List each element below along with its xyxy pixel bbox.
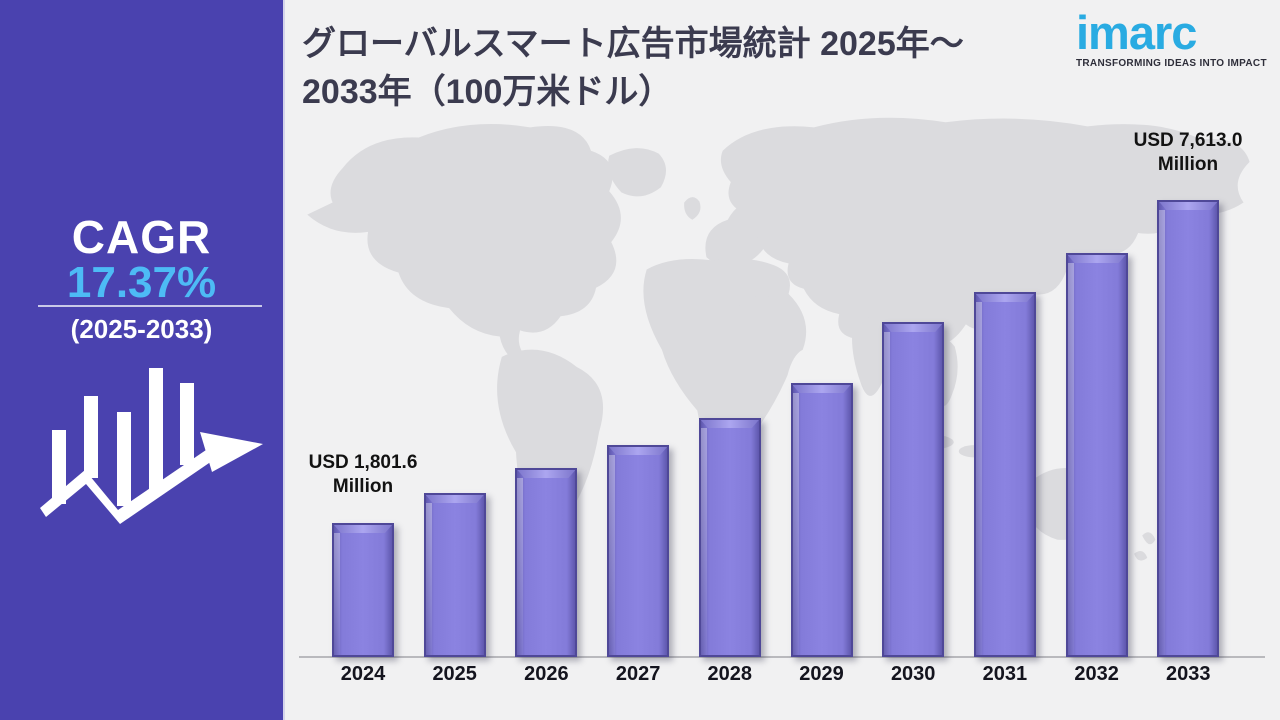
divider bbox=[38, 305, 262, 307]
x-axis-label-2031: 2031 bbox=[982, 663, 1028, 685]
bar-2033 bbox=[1157, 200, 1220, 657]
cagr-sidebar: CAGR 17.37% (2025-2033) bbox=[0, 0, 285, 720]
page-title: グローバルスマート広告市場統計 2025年～ 2033年（100万米ドル） bbox=[302, 20, 1072, 117]
cagr-period: (2025-2033) bbox=[70, 314, 213, 344]
bar-2024 bbox=[332, 523, 394, 657]
title-line-2: 2033年（100万米ドル） bbox=[302, 73, 673, 112]
bar-2029 bbox=[790, 383, 853, 657]
imarc-logo: imarc TRANSFORMING IDEAS INTO IMPACT bbox=[1076, 6, 1267, 70]
imarc-logo-text: imarc bbox=[1076, 6, 1197, 59]
x-axis-label-2026: 2026 bbox=[524, 663, 569, 685]
x-axis-label-2025: 2025 bbox=[432, 663, 477, 685]
imarc-logo-tagline: TRANSFORMING IDEAS INTO IMPACT bbox=[1076, 58, 1267, 70]
x-axis-label-2033: 2033 bbox=[1166, 663, 1211, 685]
bar-2026 bbox=[515, 468, 578, 657]
x-axis-label-2024: 2024 bbox=[340, 663, 386, 685]
bar-chart: USD 1,801.6 Million USD 7,613.0 Million … bbox=[287, 0, 1280, 720]
bar-2028 bbox=[698, 418, 761, 657]
bar-2031 bbox=[973, 292, 1036, 657]
bar-2030 bbox=[882, 322, 945, 657]
x-axis-line bbox=[299, 656, 1265, 658]
x-axis-label-2028: 2028 bbox=[707, 663, 753, 685]
cagr-label: CAGR bbox=[71, 211, 212, 263]
bar-2027 bbox=[607, 445, 670, 657]
growth-chart-arrow-icon bbox=[40, 368, 263, 524]
x-axis-label-2032: 2032 bbox=[1074, 663, 1119, 685]
data-label-2033: USD 7,613.0 Million bbox=[1133, 130, 1243, 176]
bar-2025 bbox=[423, 493, 486, 657]
chart-panel: グローバルスマート広告市場統計 2025年～ 2033年（100万米ドル） im… bbox=[287, 0, 1280, 720]
x-axis-label-2029: 2029 bbox=[799, 663, 844, 685]
x-axis-label-2030: 2030 bbox=[890, 663, 936, 685]
x-axis-label-2027: 2027 bbox=[615, 663, 661, 685]
cagr-value: 17.37% bbox=[66, 258, 217, 307]
data-label-2024: USD 1,801.6 Million bbox=[308, 452, 418, 498]
title-line-1: グローバルスマート広告市場統計 2025年～ bbox=[302, 25, 964, 63]
bar-2032 bbox=[1065, 253, 1128, 657]
